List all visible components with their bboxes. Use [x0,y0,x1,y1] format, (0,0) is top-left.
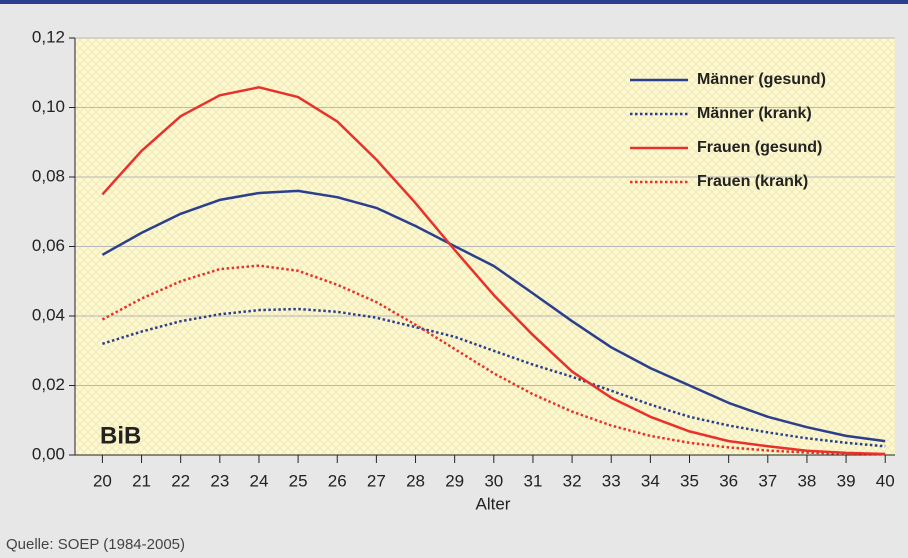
x-tick-label: 24 [250,471,269,490]
x-tick-label: 32 [563,471,582,490]
legend-label: Männer (krank) [697,105,812,122]
y-tick-label: 0,08 [32,166,65,185]
y-tick-label: 0,06 [32,236,65,255]
x-tick-label: 40 [876,471,895,490]
y-tick-label: 0,10 [32,97,65,116]
x-tick-label: 29 [445,471,464,490]
x-tick-label: 33 [602,471,621,490]
series-line [101,86,886,456]
x-tick-label: 36 [719,471,738,490]
x-tick-label: 28 [406,471,425,490]
y-tick-label: 0,04 [32,305,65,324]
x-tick-label: 27 [367,471,386,490]
y-tick-label: 0,00 [32,444,65,463]
x-tick-label: 31 [523,471,542,490]
x-tick-label: 21 [132,471,151,490]
series-line [101,189,886,443]
brand-annotation: BiB [100,422,141,449]
x-tick-label: 26 [328,471,347,490]
series-line [101,264,886,456]
x-tick-label: 39 [837,471,856,490]
x-axis-label: Alter [476,494,511,513]
x-tick-label: 25 [289,471,308,490]
x-tick-label: 38 [797,471,816,490]
x-tick-label: 35 [680,471,699,490]
x-tick-label: 23 [210,471,229,490]
x-tick-label: 34 [641,471,660,490]
x-tick-label: 37 [758,471,777,490]
series-line [102,307,886,448]
y-tick-label: 0,02 [32,375,65,394]
source-note: Quelle: SOEP (1984-2005) [6,536,185,553]
top-rule [0,0,908,4]
x-tick-label: 30 [484,471,503,490]
x-tick-label: 20 [93,471,112,490]
legend-label: Männer (gesund) [697,71,826,88]
legend-label: Frauen (gesund) [697,139,822,156]
legend-label: Frauen (krank) [697,173,808,190]
y-tick-label: 0,12 [32,27,65,46]
x-tick-label: 22 [171,471,190,490]
